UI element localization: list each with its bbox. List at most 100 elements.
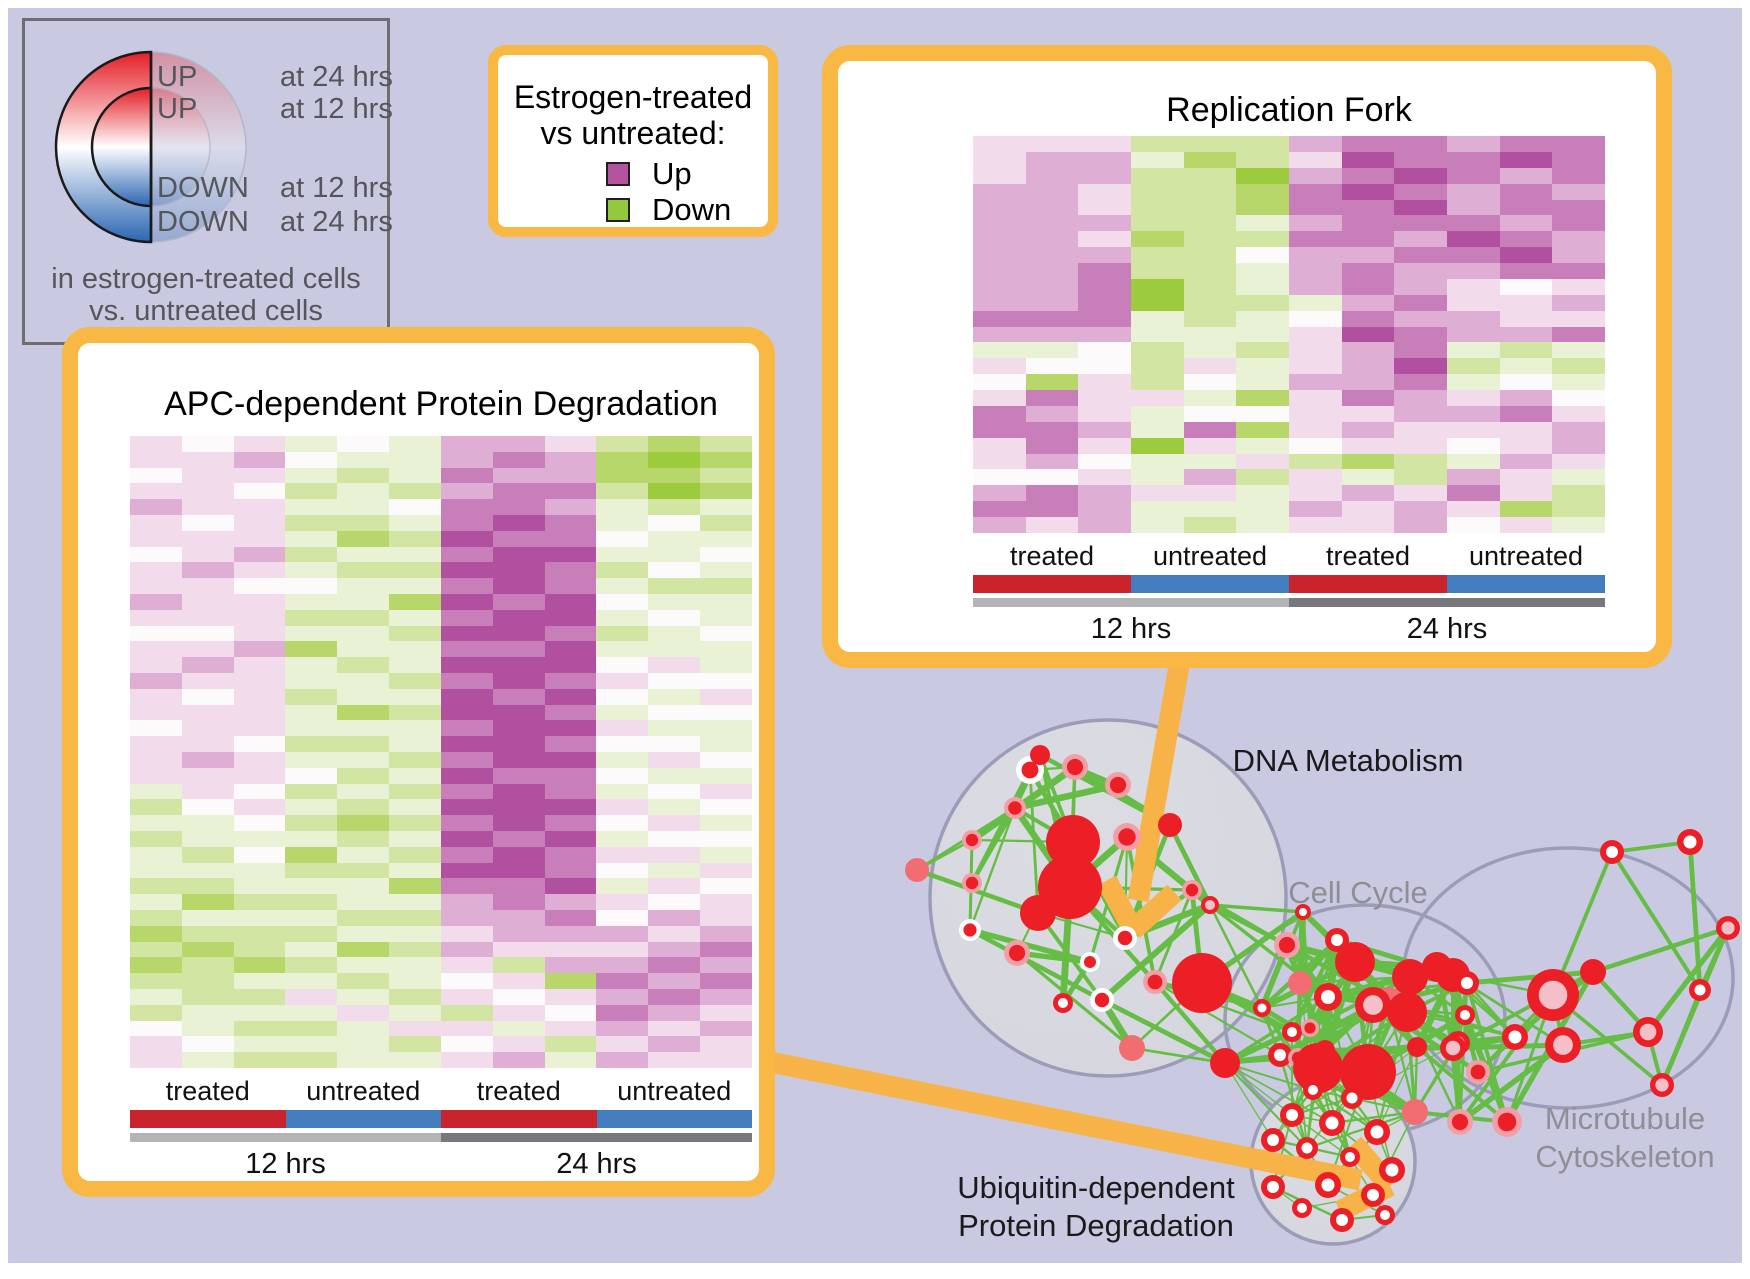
- page-margin-right: [1742, 0, 1750, 1279]
- gene-node-s: [1038, 855, 1102, 919]
- network-edge: [1278, 1054, 1309, 1149]
- cluster-label: Ubiquitin-dependent: [957, 1170, 1235, 1205]
- network-edge: [1272, 1114, 1293, 1188]
- gene-node-s: [1210, 1048, 1240, 1078]
- up-color-swatch: [606, 162, 630, 186]
- gene-node-core: [1445, 1040, 1461, 1056]
- network-edge: [1036, 911, 1104, 1002]
- ring-row-word: UP: [157, 61, 198, 93]
- gene-node-core: [1694, 984, 1706, 996]
- page-margin-bottom: [0, 1263, 1750, 1279]
- gene-node-core: [1267, 1134, 1279, 1146]
- gene-node-core: [1109, 776, 1127, 794]
- network-edge: [1167, 823, 1213, 907]
- gene-node-s: [1335, 942, 1375, 982]
- treated-bar: [1289, 575, 1447, 593]
- gene-node-core: [1118, 828, 1136, 846]
- group-label: treated: [1325, 541, 1411, 571]
- gene-node-core: [1287, 1027, 1297, 1037]
- gene-node-core: [965, 876, 979, 890]
- gene-node-core: [963, 923, 977, 937]
- gene-node-core: [1325, 1116, 1339, 1130]
- gene-node-core: [1385, 1163, 1399, 1177]
- network-edge: [1611, 840, 1691, 854]
- time-bar: [973, 598, 1289, 607]
- network-edge: [1224, 1062, 1308, 1149]
- estrogen-legend-title-line1: Estrogen-treated: [513, 79, 753, 115]
- gene-node-s: [1580, 959, 1606, 985]
- network-edge: [1610, 850, 1702, 992]
- gene-node-s: [1046, 815, 1100, 869]
- estrogen-legend-box: Estrogen-treated vs untreated: Up Down: [488, 45, 778, 237]
- ring-legend-footer-line2: vs. untreated cells: [89, 295, 323, 327]
- ring-legend-footer-line1: in estrogen-treated cells: [51, 263, 361, 295]
- gene-node-core: [1058, 998, 1068, 1008]
- gene-node-core: [1094, 992, 1110, 1008]
- treated-bar: [973, 575, 1131, 593]
- gene-node-core: [1267, 1181, 1279, 1193]
- network-edge: [916, 867, 1039, 916]
- gene-node-core: [1721, 921, 1735, 935]
- time-label: 12 hrs: [245, 1148, 326, 1180]
- gene-node-core: [1331, 934, 1343, 946]
- treated-bar: [130, 1110, 286, 1128]
- down-label: Down: [652, 192, 732, 227]
- network-edge: [1131, 1046, 1226, 1065]
- gene-node-core: [1304, 1022, 1316, 1034]
- gene-node-core: [1084, 956, 1096, 968]
- gene-node-core: [1461, 977, 1473, 989]
- gene-node-s: [1158, 813, 1182, 837]
- gene-node-s: [1020, 895, 1056, 931]
- replication-fork-heatmap: [973, 136, 1605, 533]
- gene-node-core: [1346, 1092, 1358, 1104]
- gene-node-core: [1606, 846, 1618, 858]
- network-edge: [1208, 902, 1289, 948]
- ring-row-time: at 12 hrs: [280, 93, 393, 125]
- gene-node-core: [1460, 1010, 1470, 1020]
- apc-panel: APC-dependent Protein Degradation treate…: [62, 327, 775, 1197]
- group-label: untreated: [617, 1076, 732, 1106]
- network-edge: [1224, 1062, 1274, 1141]
- gene-node-s: [1392, 959, 1428, 995]
- apc-title: APC-dependent Protein Degradation: [164, 385, 718, 423]
- gene-node-core: [1117, 930, 1133, 946]
- replication-fork-panel: Replication Fork treated untreated treated…: [822, 45, 1672, 668]
- gene-node-core: [1299, 908, 1307, 916]
- gene-node-core: [1363, 995, 1383, 1015]
- network-edge: [968, 807, 1017, 931]
- gene-node-s: [1340, 1044, 1396, 1100]
- up-label: Up: [652, 156, 692, 191]
- gene-node-lp: [1288, 971, 1312, 995]
- network-edge: [1306, 1110, 1416, 1150]
- ring-row-time: at 24 hrs: [280, 206, 393, 238]
- cluster-label: DNA Metabolism: [1232, 743, 1464, 778]
- page-margin-left: [0, 0, 8, 1279]
- network-edge: [1208, 904, 1264, 1009]
- untreated-bar: [596, 1110, 752, 1128]
- untreated-bar: [1131, 575, 1289, 593]
- time-bar: [1289, 598, 1605, 607]
- ring-row-word: UP: [157, 93, 198, 125]
- gene-node-core: [1380, 1210, 1390, 1220]
- ring-row-word: DOWN: [157, 206, 249, 238]
- group-label: treated: [165, 1076, 250, 1106]
- gene-node-s: [1407, 1037, 1427, 1057]
- page-margin-top: [0, 0, 1750, 8]
- gene-node-core: [1639, 1023, 1657, 1041]
- gene-node-core: [1021, 761, 1039, 779]
- cluster-label: Microtubule: [1544, 1101, 1706, 1136]
- time-label: 24 hrs: [556, 1148, 637, 1180]
- gene-node-core: [1066, 758, 1084, 776]
- gene-node-core: [1538, 980, 1568, 1010]
- cluster-label: Cell Cycle: [1288, 875, 1428, 910]
- gene-node-core: [1553, 1035, 1573, 1055]
- gene-node-core: [1278, 936, 1296, 954]
- gene-node-lp: [1402, 1099, 1428, 1125]
- network-edge: [1660, 989, 1702, 1086]
- estrogen-legend-title-line2: vs untreated:: [540, 115, 726, 151]
- concentric-ring-icon: [54, 50, 247, 244]
- arrow-replication-fork-to-dna: [1097, 658, 1191, 938]
- time-bar: [130, 1133, 441, 1142]
- network-edge: [1224, 1062, 1314, 1091]
